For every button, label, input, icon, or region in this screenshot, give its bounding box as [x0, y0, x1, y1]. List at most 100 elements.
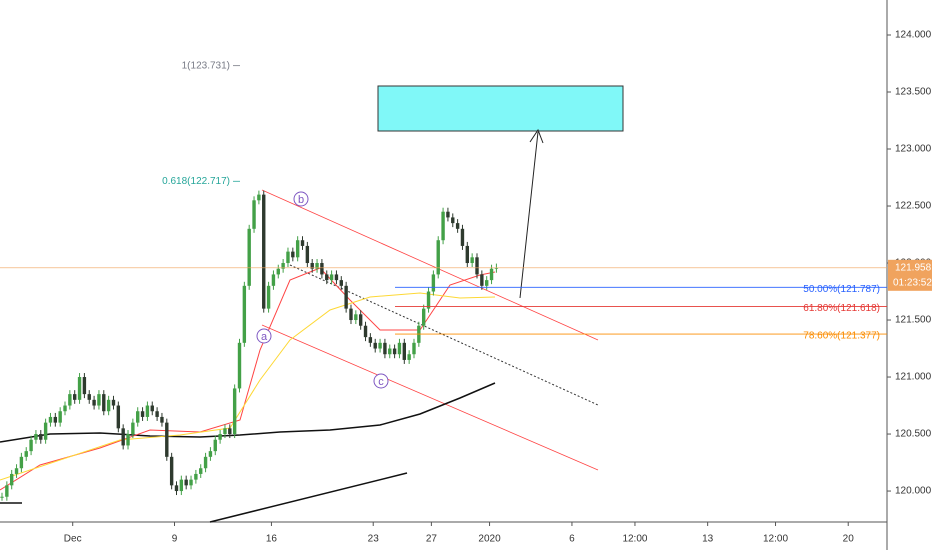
candle — [82, 377, 87, 395]
x-tick-label: 6 — [569, 534, 575, 545]
x-tick-label: 2020 — [478, 534, 501, 545]
candle — [102, 394, 106, 412]
candle — [34, 434, 38, 440]
candle — [97, 394, 101, 406]
candle — [470, 257, 474, 264]
candle — [247, 228, 251, 286]
last-price-label: 121.958 — [895, 262, 932, 273]
candle — [339, 280, 343, 286]
candle — [373, 342, 377, 349]
wave-circle — [373, 373, 389, 389]
projection-label: 0.618(122.717) — [162, 176, 230, 187]
candle — [184, 479, 188, 486]
y-tick-label: 121.000 — [895, 372, 932, 383]
candle — [106, 399, 111, 412]
candle — [189, 479, 193, 486]
candle — [121, 428, 125, 446]
wave-circle — [293, 191, 309, 207]
x-tick-label: 9 — [172, 534, 178, 545]
candle — [223, 428, 227, 435]
candle — [126, 434, 130, 446]
trend-line — [209, 472, 408, 523]
y-tick-label: 121.500 — [895, 315, 932, 326]
candle — [29, 439, 33, 452]
x-tick-label: 13 — [702, 534, 714, 545]
moving-average — [0, 382, 496, 443]
candle — [53, 416, 58, 423]
candle — [19, 456, 24, 469]
candle — [368, 337, 373, 343]
x-tick-label: 16 — [266, 534, 278, 545]
candle — [160, 416, 164, 423]
candle — [276, 268, 280, 275]
candle — [426, 291, 431, 309]
candle — [111, 399, 116, 406]
candle — [87, 394, 91, 400]
candle — [397, 342, 402, 355]
x-tick-label: Dec — [64, 534, 82, 545]
candle — [441, 211, 445, 241]
arrow — [519, 131, 539, 299]
x-tick-label: 20 — [843, 534, 855, 545]
candle — [169, 456, 174, 486]
wave-label: a — [261, 331, 268, 343]
wave-circle — [256, 328, 272, 344]
candle — [392, 348, 397, 355]
x-tick-label: 12:00 — [763, 534, 788, 545]
candle — [455, 223, 460, 229]
wave-label: b — [298, 194, 304, 206]
candle — [14, 468, 19, 474]
candle — [252, 200, 256, 229]
fib-label: 78.60%(121.377) — [803, 331, 880, 342]
candle — [334, 274, 339, 281]
y-tick-label: 120.500 — [895, 429, 932, 440]
candle — [480, 274, 484, 286]
candle — [378, 342, 382, 349]
candle — [203, 456, 208, 469]
candle — [295, 240, 300, 258]
candle — [421, 308, 426, 326]
candle — [305, 245, 310, 264]
candle — [412, 342, 416, 355]
x-tick-label: 27 — [426, 534, 438, 545]
candle — [73, 394, 77, 400]
candle — [237, 342, 242, 389]
candle — [354, 314, 358, 321]
candle — [199, 468, 203, 474]
candle — [465, 245, 470, 264]
moving-average — [0, 267, 496, 491]
candle — [257, 194, 261, 201]
candle — [155, 411, 159, 417]
y-tick-label: 120.000 — [895, 486, 932, 497]
last-price-box — [888, 259, 932, 291]
candle — [68, 394, 72, 406]
candle — [300, 240, 305, 246]
y-tick-label: 123.500 — [895, 87, 932, 98]
candle — [165, 422, 169, 457]
candle — [388, 348, 392, 355]
candle — [329, 274, 334, 281]
candle — [451, 217, 455, 224]
candle — [0, 496, 4, 498]
fib-label: 61.80%(121.618) — [803, 303, 880, 314]
candle — [116, 405, 121, 429]
y-tick-label: 124.000 — [895, 30, 932, 41]
candle — [484, 280, 489, 286]
candle — [475, 257, 479, 275]
candle — [291, 251, 295, 258]
candle — [363, 325, 368, 338]
candle — [5, 485, 9, 497]
channel-line — [261, 189, 599, 341]
y-tick-label: 122.500 — [895, 201, 932, 212]
candle — [349, 308, 353, 321]
candle — [9, 473, 14, 486]
candle — [24, 451, 28, 457]
candle — [431, 274, 436, 292]
marks — [0, 190, 499, 501]
candle — [174, 485, 179, 492]
candle — [271, 274, 276, 286]
candle — [402, 342, 407, 360]
candle — [218, 434, 222, 440]
candle — [494, 267, 499, 269]
x-tick-label: 23 — [368, 534, 380, 545]
